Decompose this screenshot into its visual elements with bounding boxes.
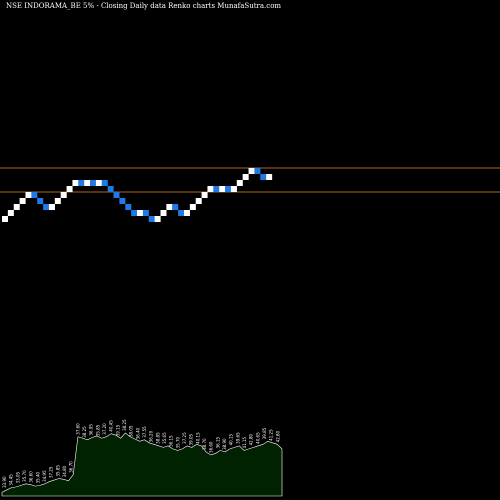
renko-brick-down [260, 174, 267, 180]
renko-brick-up [160, 210, 167, 216]
volume-price-label: 34.95 [42, 470, 47, 482]
renko-brick-up [166, 204, 173, 210]
renko-brick-up [7, 210, 14, 216]
volume-price-label: 37.60 [75, 423, 80, 435]
renko-brick-down [125, 204, 132, 210]
volume-price-label: 33.90 [2, 476, 7, 488]
renko-brick-up [48, 204, 55, 210]
volume-price-label: 37.55 [142, 426, 147, 438]
volume-price-label: 38.90 [222, 438, 227, 450]
renko-brick-up [95, 180, 102, 186]
volume-panel [1, 432, 283, 497]
volume-price-label: 35.40 [35, 471, 40, 483]
volume-price-label: 36.15 [215, 436, 220, 448]
volume-price-label: 42.80 [249, 433, 254, 445]
renko-brick-down [178, 210, 185, 216]
renko-brick-down [107, 186, 114, 192]
volume-price-label: 36.15 [169, 435, 174, 447]
renko-brick-down [101, 180, 108, 186]
volume-price-label: 35.65 [162, 432, 167, 444]
volume-price-label: 36.20 [149, 430, 154, 442]
renko-brick-down [43, 204, 50, 210]
renko-brick-up [236, 180, 243, 186]
volume-price-label: 41.15 [242, 436, 247, 448]
volume-area [1, 432, 283, 497]
volume-price-label: 36.95 [89, 424, 94, 436]
volume-price-label: 35.85 [95, 424, 100, 436]
volume-price-label: 37.20 [102, 423, 107, 435]
renko-brick-down [113, 192, 120, 198]
chart-title: NSE INDORAMA_BE 5% - Closing Daily data … [6, 2, 282, 10]
renko-brick-down [142, 210, 149, 216]
volume-price-label: 35.70 [175, 436, 180, 448]
renko-brick-up [19, 198, 26, 204]
renko-brick-up [266, 174, 273, 180]
renko-brick-up [72, 180, 79, 186]
renko-brick-down [213, 186, 220, 192]
renko-brick-down [31, 192, 38, 198]
volume-price-label: 39.05 [189, 433, 194, 445]
volume-price-label: 36.60 [209, 441, 214, 453]
renko-brick-down [225, 186, 232, 192]
renko-brick-down [78, 180, 85, 186]
renko-brick-down [119, 198, 126, 204]
renko-brick-down [172, 204, 179, 210]
volume-price-label: 36.40 [135, 427, 140, 439]
renko-brick-up [230, 186, 237, 192]
volume-price-label: 40.45 [109, 420, 114, 432]
renko-brick-up [54, 198, 61, 204]
renko-brick-down [254, 168, 261, 174]
renko-brick-down [37, 198, 44, 204]
volume-price-label: 37.25 [182, 432, 187, 444]
volume-price-label: 38.85 [155, 432, 160, 444]
volume-price-label: 34.45 [9, 474, 14, 486]
volume-price-label: 35.70 [22, 470, 27, 482]
volume-price-label: 37.25 [49, 466, 54, 478]
renko-brick-up [195, 198, 202, 204]
renko-brick-up [248, 168, 255, 174]
renko-brick-up [25, 192, 32, 198]
renko-brick-up [201, 192, 208, 198]
volume-price-label: 38.05 [129, 425, 134, 437]
renko-brick-up [66, 186, 73, 192]
renko-brick-up [189, 204, 196, 210]
renko-brick-down [148, 216, 155, 222]
renko-brick-up [207, 186, 214, 192]
renko-brick-up [60, 192, 67, 198]
volume-price-label: 39.85 [262, 427, 267, 439]
volume-price-label: 38.25 [122, 419, 127, 431]
renko-bricks [2, 168, 273, 222]
volume-price-label: 36.70 [69, 461, 74, 473]
volume-price-label: 41.25 [269, 429, 274, 441]
volume-price-label: 35.85 [55, 465, 60, 477]
volume-price-label: 40.15 [229, 433, 234, 445]
volume-price-label: 40.15 [195, 432, 200, 444]
renko-brick-up [154, 216, 161, 222]
renko-brick-down [131, 210, 138, 216]
renko-brick-up [183, 210, 190, 216]
volume-price-label: 42.80 [275, 430, 280, 442]
renko-brick-down [90, 180, 97, 186]
volume-price-label: 39.15 [115, 424, 120, 436]
renko-brick-up [13, 204, 20, 210]
volume-price-label: 38.25 [82, 426, 87, 438]
volume-price-label: 36.60 [29, 471, 34, 483]
renko-brick-up [242, 174, 249, 180]
renko-brick-up [219, 186, 226, 192]
renko-brick-up [2, 216, 8, 222]
renko-brick-up [84, 180, 91, 186]
volume-price-label: 33.05 [15, 471, 20, 483]
volume-price-label: 34.80 [62, 465, 67, 477]
volume-price-label: 38.70 [202, 438, 207, 450]
volume-labels: 33.90 34.45 33.05 35.70 36.60 35.40 34.95 37.25… [2, 419, 280, 488]
renko-brick-up [137, 210, 144, 216]
volume-price-label: 40.65 [255, 432, 260, 444]
volume-price-label: 39.65 [235, 432, 240, 444]
